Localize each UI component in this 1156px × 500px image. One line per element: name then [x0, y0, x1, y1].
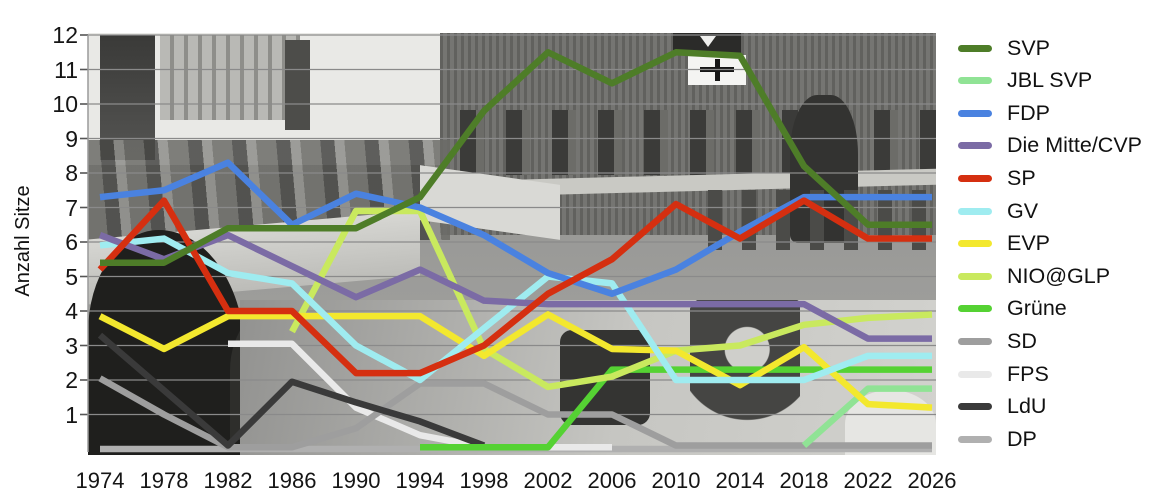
legend-item-dp: DP — [958, 424, 1037, 454]
legend-item-die-mitte-cvp: Die Mitte/CVP — [958, 131, 1142, 161]
y-axis-title: Anzahl Sitze — [12, 185, 34, 297]
legend-swatch — [958, 370, 992, 378]
legend-item-ldu: LdU — [958, 392, 1046, 422]
legend-item-evp: EVP — [958, 229, 1050, 259]
legend-label: NIO@GLP — [1007, 263, 1111, 288]
x-tick-label: 2010 — [651, 468, 701, 493]
y-tick-label: 8 — [65, 160, 78, 186]
series-line-jbl-svp — [801, 385, 932, 448]
series-line-svp — [100, 49, 932, 266]
legend-swatch — [958, 44, 992, 52]
series-line-fps — [228, 340, 612, 451]
legend-swatch — [958, 207, 992, 215]
y-tick-label: 3 — [65, 332, 78, 359]
x-tick-label: 1990 — [331, 468, 381, 493]
legend-swatch — [958, 240, 992, 248]
x-tick-label: 1986 — [267, 468, 317, 493]
series-line-evp — [98, 311, 933, 411]
x-tick-label: 2006 — [587, 468, 637, 493]
x-tick-label: 1982 — [203, 468, 253, 493]
photo-columns — [160, 35, 300, 120]
legend-swatch — [958, 337, 992, 345]
legend-swatch — [958, 109, 992, 117]
x-tick-label: 2022 — [843, 468, 893, 493]
y-tick-label: 6 — [65, 229, 78, 255]
legend-swatch — [958, 305, 992, 313]
y-tick-label: 4 — [65, 298, 78, 324]
series-line-die-mitte-cvp — [98, 231, 932, 342]
legend-label: Die Mitte/CVP — [1007, 133, 1143, 158]
series-line-sp — [97, 197, 932, 377]
legend-label: JBL SVP — [1007, 68, 1093, 93]
legend-swatch — [958, 403, 992, 411]
y-tick-label: 12 — [52, 22, 78, 48]
x-tick-label: 1998 — [459, 468, 509, 493]
y-tick-label: 2 — [65, 367, 78, 393]
legend-item-jbl-svp: JBL SVP — [958, 66, 1092, 96]
photo-window — [100, 35, 155, 160]
legend-label: Grüne — [1007, 296, 1067, 321]
legend-item-sp: SP — [958, 163, 1036, 193]
legend-item-fdp: FDP — [958, 98, 1050, 128]
legend-swatch — [958, 174, 992, 182]
legend-label: SD — [1007, 328, 1037, 353]
photo-banner-arrow — [700, 36, 716, 47]
legend-swatch — [958, 142, 992, 150]
photo-window — [285, 40, 310, 130]
legend-label: FPS — [1007, 361, 1049, 386]
x-tick-label: 2026 — [907, 468, 957, 493]
y-tick-label: 7 — [65, 194, 78, 221]
y-tick-label: 10 — [52, 91, 78, 117]
x-tick-label: 1978 — [139, 468, 189, 493]
legend-item-sd: SD — [958, 326, 1037, 356]
legend-label: FDP — [1007, 100, 1050, 125]
y-tick-label: 1 — [65, 401, 78, 428]
legend-item-nio-glp: NIO@GLP — [958, 261, 1110, 291]
legend-label: GV — [1007, 198, 1039, 223]
x-tick-label: 2014 — [715, 468, 765, 493]
legend-item-svp: SVP — [958, 33, 1050, 63]
legend-label: DP — [1007, 426, 1037, 451]
x-tick-label: 2018 — [779, 468, 829, 493]
legend-swatch — [958, 272, 992, 280]
legend-item-fps: FPS — [958, 359, 1049, 389]
series-line-sd — [98, 375, 932, 451]
legend-swatch — [958, 77, 992, 85]
legend-swatch — [958, 435, 992, 443]
series-line-fdp — [99, 159, 932, 297]
legend-label: SVP — [1007, 35, 1051, 60]
series-line-ldu — [97, 332, 486, 449]
legend-item-gv: GV — [958, 196, 1038, 226]
legend-label: EVP — [1007, 231, 1051, 256]
legend-label: LdU — [1007, 394, 1047, 419]
series-line-gr-ne — [420, 366, 932, 451]
x-tick-label: 1974 — [75, 468, 125, 493]
x-tick-label: 1994 — [395, 468, 445, 493]
x-tick-label: 2002 — [523, 468, 573, 493]
legend-label: SP — [1007, 165, 1036, 190]
y-tick-label: 5 — [65, 263, 78, 290]
y-tick-label: 11 — [54, 56, 78, 83]
legend-item-gr-ne: Grüne — [958, 294, 1067, 324]
y-tick-label: 9 — [65, 125, 78, 152]
